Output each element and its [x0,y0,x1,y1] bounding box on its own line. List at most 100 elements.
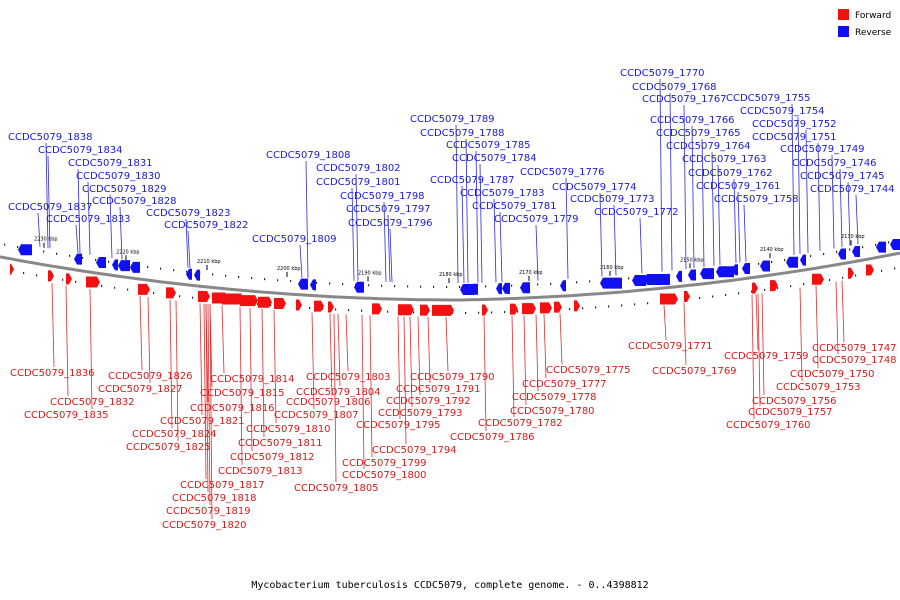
reverse-gene-label: CCDC5079_1789 [410,114,495,125]
minor-tick [628,277,630,280]
forward-gene-label: CCDC5079_1775 [546,365,631,376]
scale-tick-label: 2130 kbp [841,234,865,240]
forward-gene-label: CCDC5079_1753 [776,382,861,393]
minor-tick [420,285,422,288]
minor-tick [290,280,292,283]
forward-gene-feature [812,273,824,285]
minor-tick [413,311,415,314]
forward-gene-feature [240,295,258,307]
forward-gene-feature [10,263,14,275]
minor-tick [758,262,760,265]
forward-gene-feature [432,304,454,316]
minor-tick [621,304,623,307]
leader-line [639,217,643,274]
legend-reverse-label: Reverse [855,28,892,38]
forward-gene-label: CCDC5079_1794 [372,445,457,456]
minor-tick [849,248,851,251]
forward-gene-label: CCDC5079_1813 [218,466,303,477]
minor-tick [595,306,597,309]
leader-line [797,116,801,254]
minor-tick [823,252,825,255]
leader-line [239,307,243,466]
forward-gene-label: CCDC5079_1771 [628,341,713,352]
leader-line [717,164,721,266]
legend-forward-label: Forward [855,11,891,21]
forward-gene-feature [328,301,334,313]
leader-line [273,309,277,424]
minor-tick [147,266,149,269]
forward-gene-label: CCDC5079_1807 [274,410,359,421]
forward-gene-label: CCDC5079_1786 [450,432,535,443]
scale-tick-label: 2210 kbp [197,259,221,265]
minor-tick [23,272,25,275]
leader-line [47,155,51,249]
reverse-gene-label: CCDC5079_1785 [446,140,531,151]
leader-line [383,201,387,282]
reverse-gene-label: CCDC5079_1837 [8,202,93,213]
leader-line [333,313,337,483]
forward-gene-feature [522,303,536,315]
reverse-gene-label: CCDC5079_1796 [348,218,433,229]
minor-tick [647,302,649,305]
leader-line [45,142,49,249]
leader-line [87,181,91,255]
leader-line [475,150,479,283]
forward-gene-feature [660,293,678,305]
minor-tick [309,306,311,309]
forward-gene-label: CCDC5079_1756 [752,396,837,407]
leader-line [663,305,667,341]
minor-tick [751,290,753,293]
minor-tick [465,311,467,314]
minor-tick [101,284,103,287]
reverse-gene-feature [118,260,130,272]
reverse-gene-label: CCDC5079_1823 [146,208,231,219]
forward-gene-label: CCDC5079_1790 [410,372,495,383]
leader-line [175,300,179,442]
forward-gene-label: CCDC5079_1799 [342,458,427,469]
leader-line [461,185,465,283]
minor-tick [36,274,38,277]
forward-gene-label: CCDC5079_1812 [230,452,315,463]
leader-line [355,173,359,281]
scale-tick-label: 2220 kbp [116,249,140,255]
forward-gene-feature [166,287,176,299]
reverse-gene-label: CCDC5079_1745 [800,171,885,182]
minor-tick [108,260,110,263]
minor-tick [153,292,155,295]
leader-line [389,228,393,283]
leader-line [147,297,151,384]
forward-gene-label: CCDC5079_1817 [180,480,265,491]
minor-tick [699,296,701,299]
leader-line [805,129,809,253]
minor-tick [842,276,844,279]
reverse-gene-feature [700,268,714,280]
leader-line [305,160,309,279]
reverse-gene-label: CCDC5079_1809 [252,234,337,245]
forward-gene-feature [510,303,518,315]
forward-gene-feature [770,280,778,292]
reverse-gene-label: CCDC5079_1801 [316,177,401,188]
reverse-gene-feature [96,257,106,269]
reverse-gene-label: CCDC5079_1762 [688,168,773,179]
minor-tick [348,309,350,312]
minor-tick [186,270,188,273]
leader-line [565,177,569,279]
minor-tick [855,274,857,277]
leader-line [523,315,527,406]
forward-gene-label: CCDC5079_1836 [10,368,95,379]
minor-tick [62,278,64,281]
minor-tick [712,295,714,298]
minor-tick [257,303,259,306]
minor-tick [582,307,584,310]
minor-tick [777,287,779,290]
minor-tick [738,292,740,295]
leader-line [751,294,755,420]
minor-tick [634,303,636,306]
forward-gene-label: CCDC5079_1803 [306,372,391,383]
reverse-gene-label: CCDC5079_1766 [650,115,735,126]
minor-tick [114,286,116,289]
minor-tick [608,305,610,308]
leader-line [311,312,315,410]
reverse-gene-label: CCDC5079_1773 [570,194,655,205]
forward-gene-feature [752,282,758,294]
